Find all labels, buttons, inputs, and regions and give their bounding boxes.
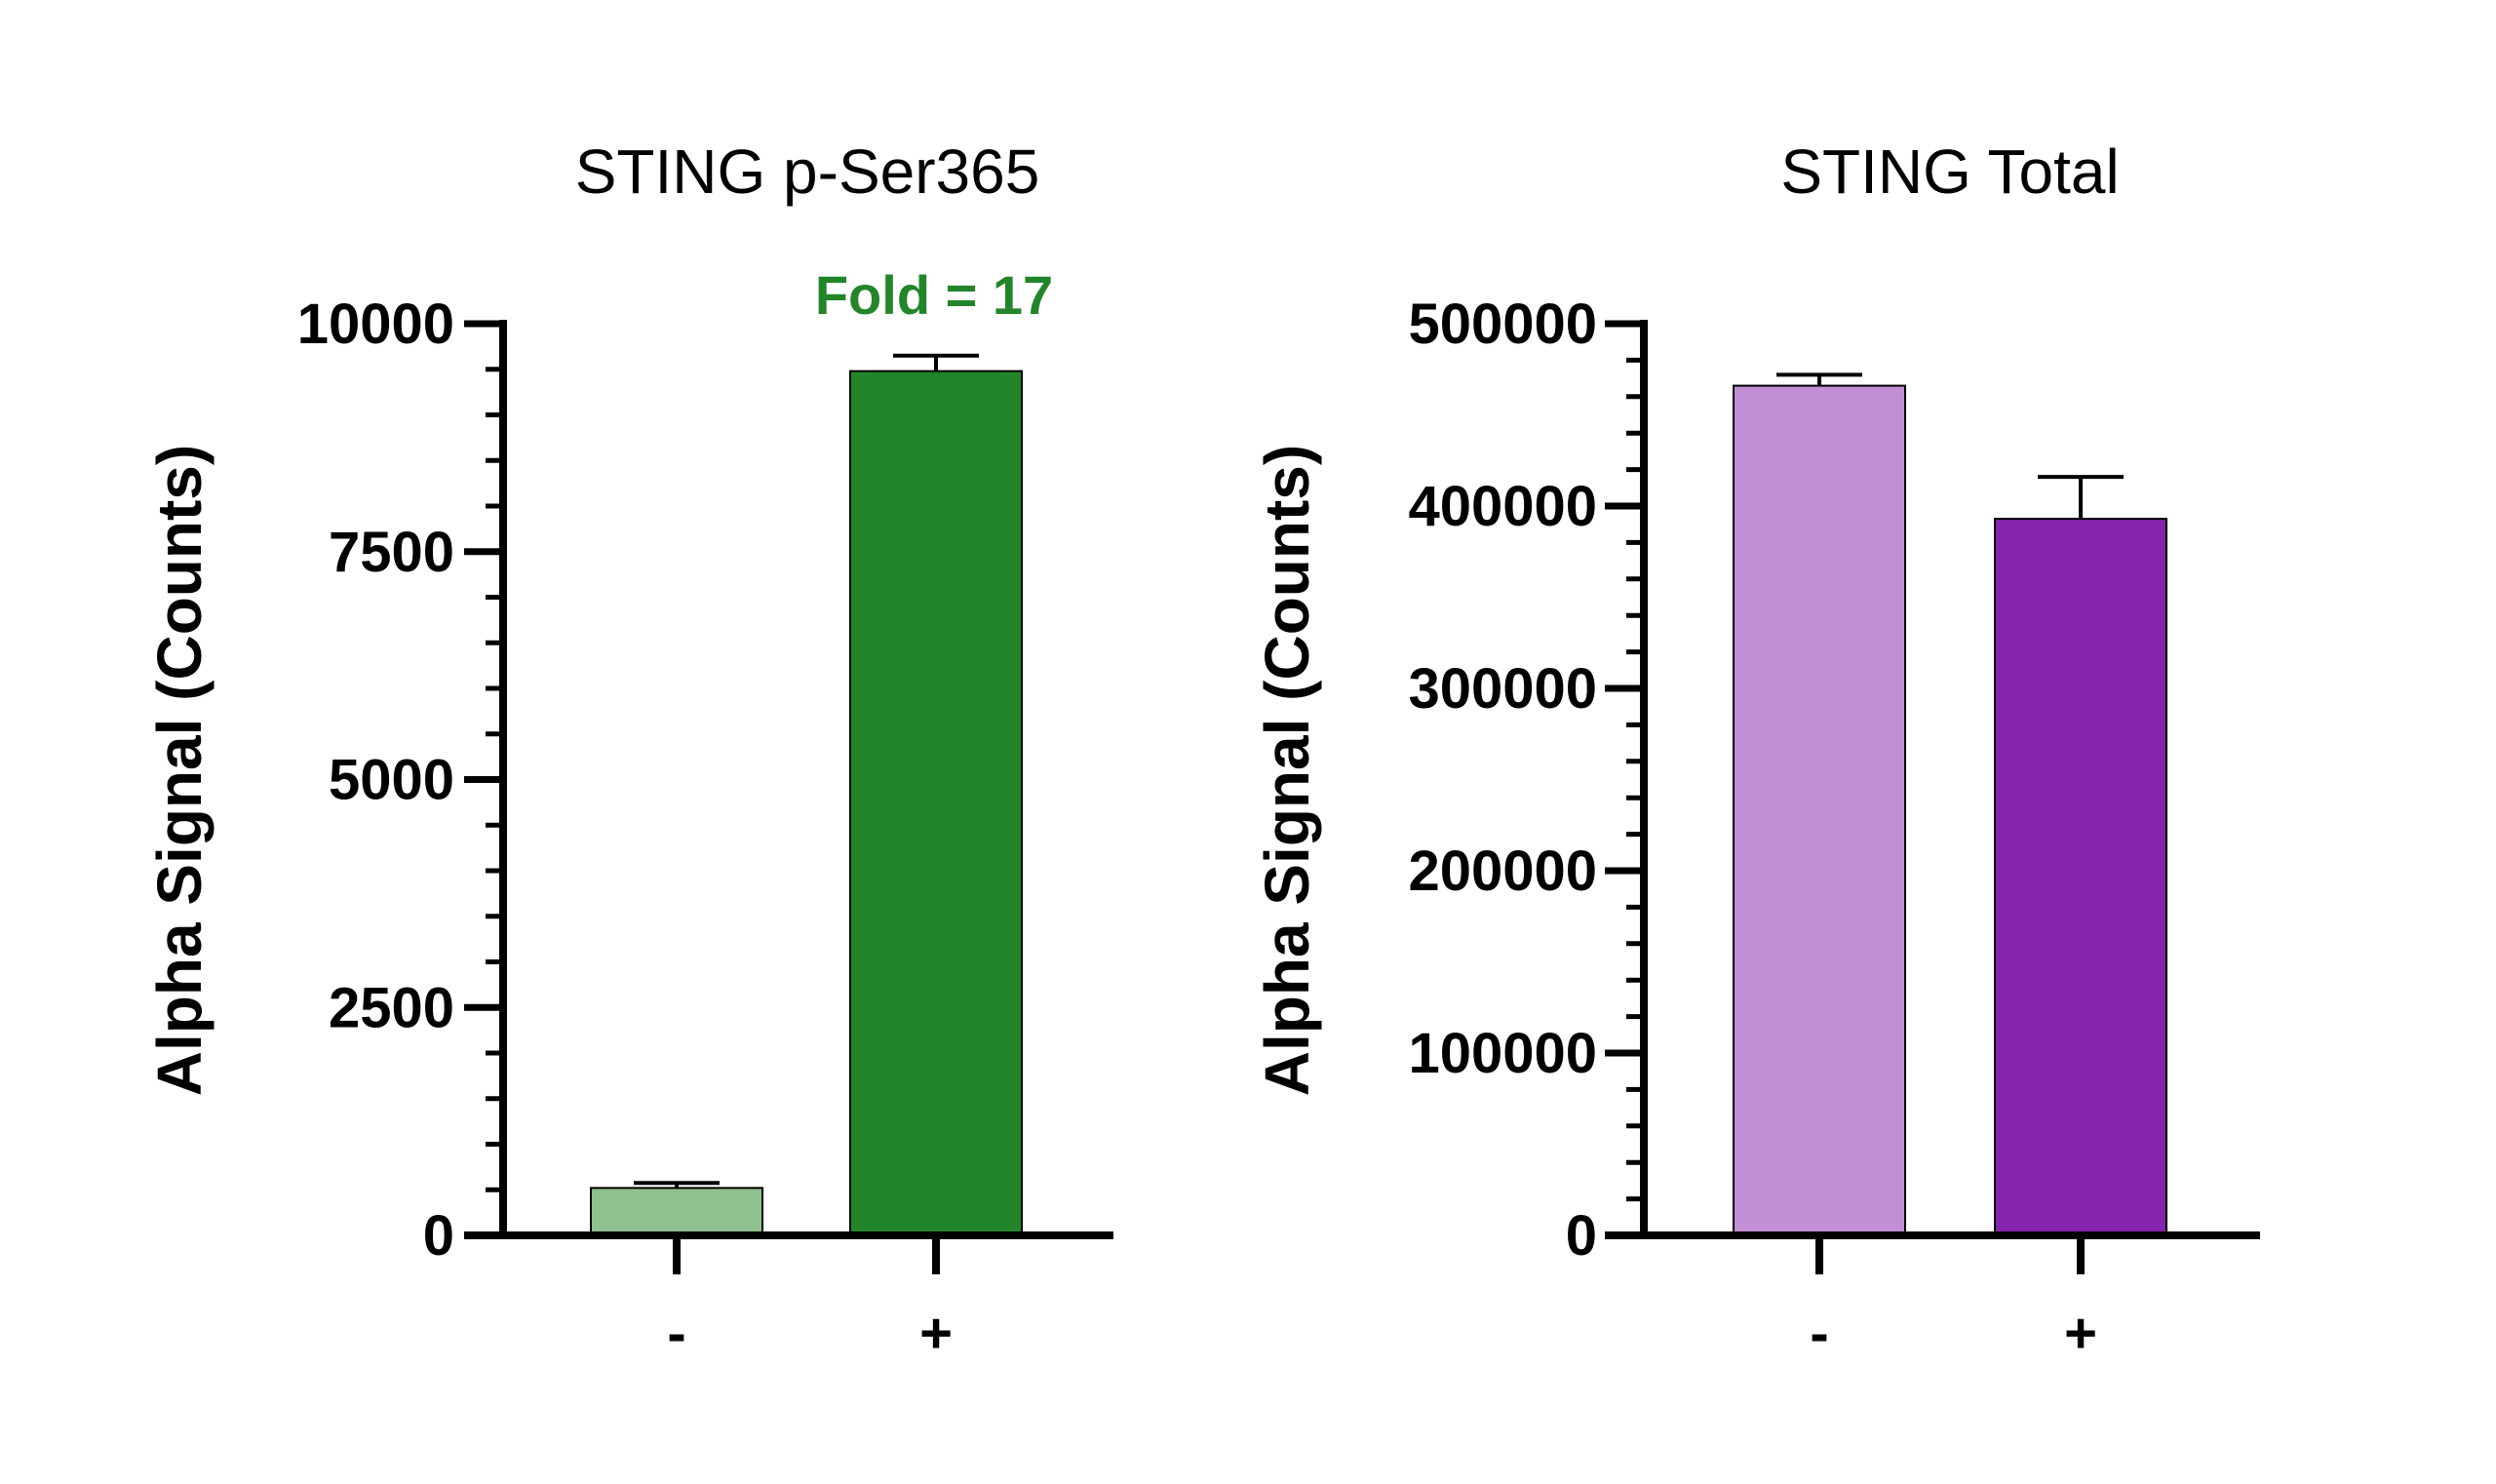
- y-tick-label: 300000: [1408, 657, 1597, 721]
- y-tick-label: 7500: [329, 521, 454, 584]
- bar-plus: [1994, 518, 2167, 1236]
- y-tick-label: 100000: [1408, 1022, 1597, 1085]
- x-category-label: -: [1810, 1302, 1828, 1365]
- bar-plus: [849, 370, 1023, 1236]
- bar-minus: [590, 1187, 763, 1237]
- chart-sting-p-ser365: STING p-Ser365 Alpha Signal (Counts) Fol…: [144, 137, 1113, 1365]
- y-axis-label: Alpha Signal (Counts): [144, 445, 214, 1096]
- y-tick-label: 10000: [297, 293, 454, 356]
- y-tick-label: 0: [423, 1204, 454, 1268]
- x-category-label: +: [2064, 1302, 2097, 1365]
- y-axis-label: Alpha Signal (Counts): [1252, 445, 1322, 1096]
- y-tick-label: 400000: [1408, 475, 1597, 538]
- x-category-label: +: [919, 1302, 953, 1365]
- chart-sting-total: STING Total Alpha Signal (Counts) 0 10000…: [1252, 137, 2260, 1365]
- y-tick-label: 500000: [1408, 293, 1597, 356]
- fold-annotation: Fold = 17: [815, 264, 1053, 326]
- plot-area: 0 100000 200000 300000 400000 500000 - +: [1408, 293, 2260, 1365]
- bar-minus: [1733, 384, 1906, 1236]
- plot-area: 0 2500 5000 7500 10000 - +: [297, 293, 1113, 1365]
- y-tick-label: 200000: [1408, 840, 1597, 903]
- chart-title: STING p-Ser365: [575, 137, 1040, 207]
- x-category-label: -: [667, 1302, 685, 1365]
- chart-title: STING Total: [1780, 137, 2119, 207]
- y-tick-label: 5000: [329, 749, 454, 812]
- y-tick-label: 2500: [329, 976, 454, 1039]
- y-tick-label: 0: [1566, 1204, 1597, 1268]
